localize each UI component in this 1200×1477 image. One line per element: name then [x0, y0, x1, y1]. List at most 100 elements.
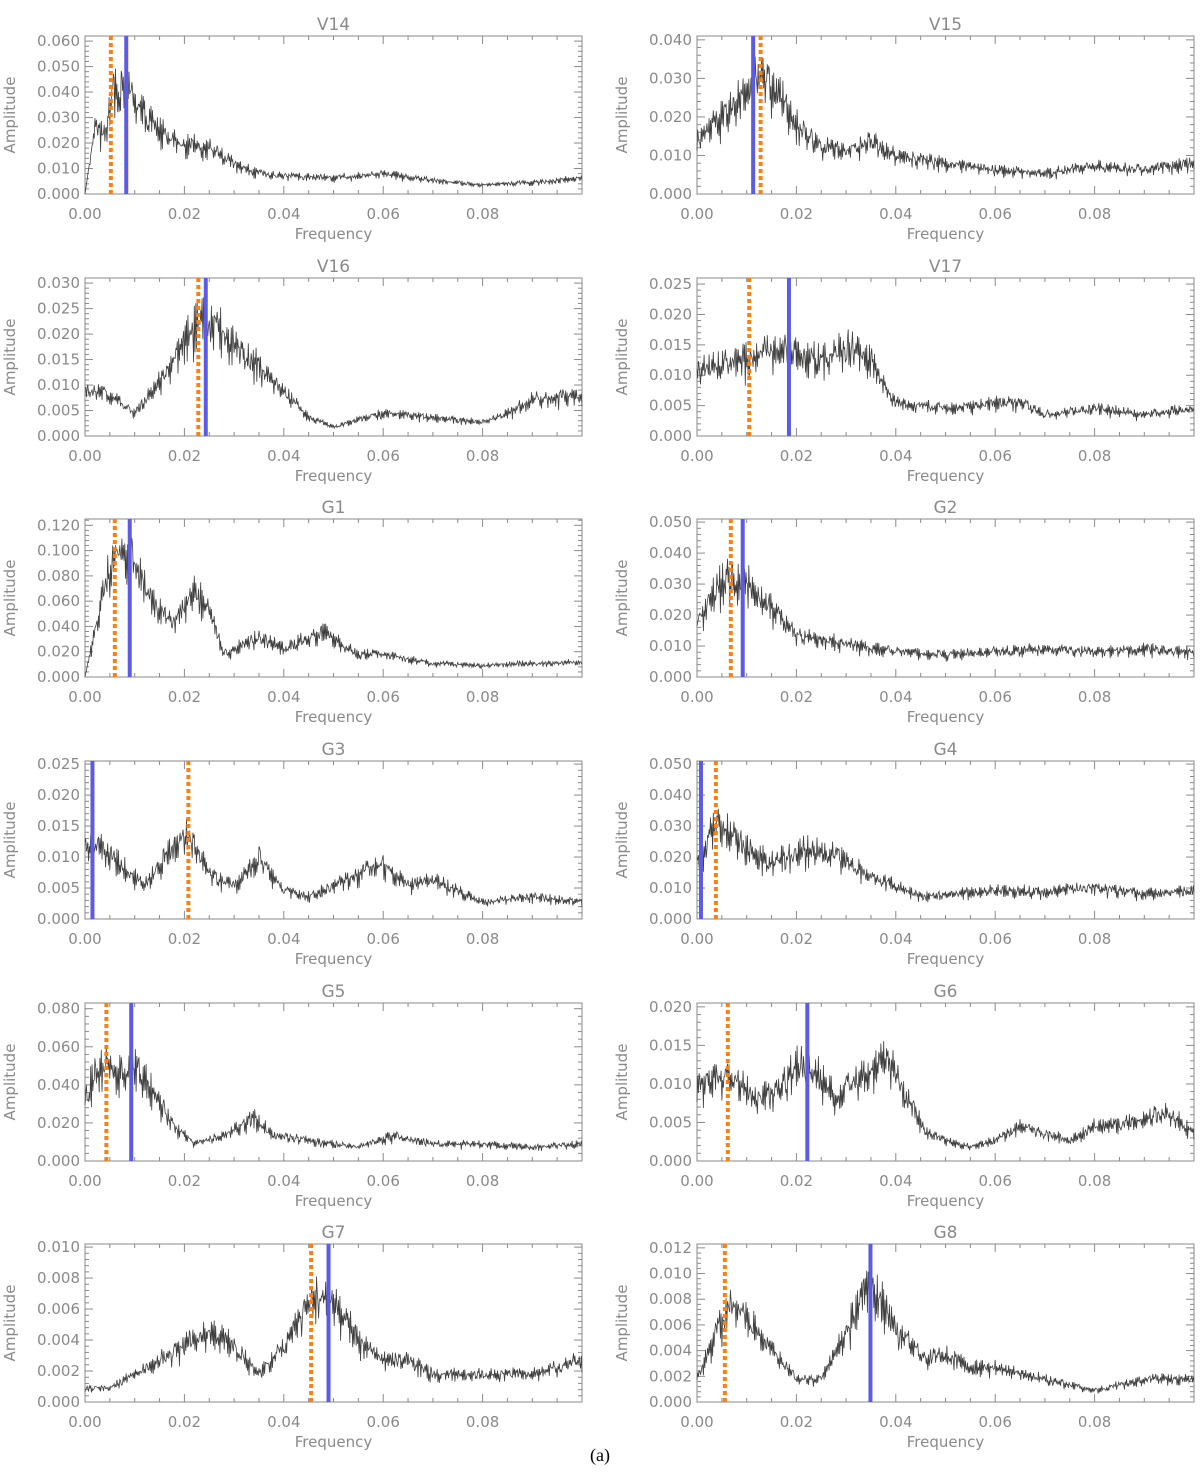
x-tick-label: 0.00 [680, 447, 713, 465]
x-tick-label: 0.08 [466, 1413, 499, 1431]
spectrum-line [697, 809, 1194, 902]
x-tick-label: 0.02 [780, 688, 813, 706]
x-tick-label: 0.06 [978, 1413, 1011, 1431]
x-tick-label: 0.06 [978, 930, 1011, 948]
x-axis-label: Frequency [295, 708, 373, 726]
panel-title: G8 [934, 1223, 958, 1243]
y-axis-label: Amplitude [613, 802, 631, 879]
y-tick-label: 0.002 [37, 1362, 80, 1380]
y-tick-label: 0.050 [37, 58, 80, 76]
x-axis-label: Frequency [907, 708, 985, 726]
x-tick-label: 0.06 [366, 447, 399, 465]
plot-frame [85, 36, 582, 194]
y-tick-label: 0.020 [649, 848, 692, 866]
x-axis-label: Frequency [907, 950, 985, 968]
y-axis-label: Amplitude [613, 319, 631, 396]
y-tick-label: 0.030 [37, 109, 80, 127]
y-tick-label: 0.000 [649, 1393, 692, 1411]
panel-title: V14 [317, 15, 350, 35]
y-tick-label: 0.025 [649, 275, 692, 293]
panel-g5: G50.000.020.040.060.08Frequency0.0000.02… [1, 982, 582, 1210]
x-tick-label: 0.00 [68, 930, 101, 948]
y-axis-label: Amplitude [1, 77, 19, 154]
x-tick-label: 0.02 [168, 1172, 201, 1190]
x-tick-label: 0.00 [680, 688, 713, 706]
panel-v14: V140.000.020.040.060.08Frequency0.0000.0… [1, 15, 582, 243]
x-tick-label: 0.04 [267, 1172, 300, 1190]
plot-frame [85, 761, 582, 919]
y-tick-label: 0.080 [37, 567, 80, 585]
y-tick-label: 0.040 [649, 786, 692, 804]
y-tick-label: 0.000 [37, 1393, 80, 1411]
plot-frame [697, 1244, 1194, 1402]
y-tick-label: 0.080 [37, 1000, 80, 1018]
y-tick-label: 0.025 [37, 300, 80, 318]
y-tick-label: 0.100 [37, 542, 80, 560]
x-tick-label: 0.02 [780, 1172, 813, 1190]
x-tick-label: 0.00 [68, 447, 101, 465]
spectrum-line [85, 1276, 582, 1392]
x-tick-label: 0.08 [1078, 1172, 1111, 1190]
y-axis-label: Amplitude [1, 560, 19, 637]
y-tick-label: 0.020 [649, 108, 692, 126]
y-tick-label: 0.040 [649, 544, 692, 562]
y-tick-label: 0.005 [37, 402, 80, 420]
y-tick-label: 0.000 [37, 910, 80, 928]
x-tick-label: 0.04 [879, 205, 912, 223]
x-tick-label: 0.02 [168, 1413, 201, 1431]
y-tick-label: 0.020 [649, 305, 692, 323]
y-tick-label: 0.015 [37, 817, 80, 835]
y-axis-label: Amplitude [1, 319, 19, 396]
x-tick-label: 0.02 [168, 447, 201, 465]
plot-frame [697, 1003, 1194, 1161]
x-tick-label: 0.00 [680, 205, 713, 223]
panel-title: G6 [934, 982, 958, 1002]
x-tick-label: 0.04 [879, 447, 912, 465]
y-tick-label: 0.006 [37, 1300, 80, 1318]
x-tick-label: 0.00 [68, 205, 101, 223]
y-tick-label: 0.000 [649, 427, 692, 445]
x-tick-label: 0.06 [366, 205, 399, 223]
y-tick-label: 0.010 [649, 1075, 692, 1093]
x-tick-label: 0.04 [267, 930, 300, 948]
y-tick-label: 0.010 [37, 376, 80, 394]
panel-title: G3 [322, 740, 346, 760]
x-tick-label: 0.02 [780, 1413, 813, 1431]
x-axis-label: Frequency [295, 467, 373, 485]
y-tick-label: 0.020 [649, 998, 692, 1016]
y-tick-label: 0.020 [37, 1114, 80, 1132]
y-tick-label: 0.030 [649, 69, 692, 87]
x-tick-label: 0.00 [68, 1413, 101, 1431]
y-tick-label: 0.040 [37, 1076, 80, 1094]
y-tick-label: 0.030 [649, 817, 692, 835]
y-axis-label: Amplitude [1, 1044, 19, 1121]
panel-title: V15 [929, 15, 962, 35]
x-tick-label: 0.00 [680, 930, 713, 948]
panel-g6: G60.000.020.040.060.08Frequency0.0000.00… [613, 982, 1194, 1210]
y-tick-label: 0.020 [649, 606, 692, 624]
panel-g4: G40.000.020.040.060.08Frequency0.0000.01… [613, 740, 1194, 968]
y-tick-label: 0.040 [649, 31, 692, 49]
y-tick-label: 0.010 [649, 879, 692, 897]
x-axis-label: Frequency [907, 467, 985, 485]
y-axis-label: Amplitude [1, 1285, 19, 1362]
y-tick-label: 0.010 [649, 366, 692, 384]
x-tick-label: 0.00 [68, 1172, 101, 1190]
x-tick-label: 0.06 [366, 930, 399, 948]
x-axis-label: Frequency [295, 950, 373, 968]
spectrum-line [697, 56, 1194, 179]
x-tick-label: 0.06 [978, 447, 1011, 465]
y-tick-label: 0.005 [649, 1113, 692, 1131]
y-tick-label: 0.008 [649, 1290, 692, 1308]
x-tick-label: 0.06 [978, 205, 1011, 223]
spectrum-line [697, 329, 1194, 421]
spectrum-line [697, 559, 1194, 662]
y-tick-label: 0.010 [649, 637, 692, 655]
y-tick-label: 0.005 [649, 397, 692, 415]
x-tick-label: 0.00 [680, 1413, 713, 1431]
panel-title: G1 [322, 498, 346, 518]
y-tick-label: 0.004 [37, 1331, 80, 1349]
spectrum-line [85, 819, 582, 908]
y-tick-label: 0.020 [37, 325, 80, 343]
